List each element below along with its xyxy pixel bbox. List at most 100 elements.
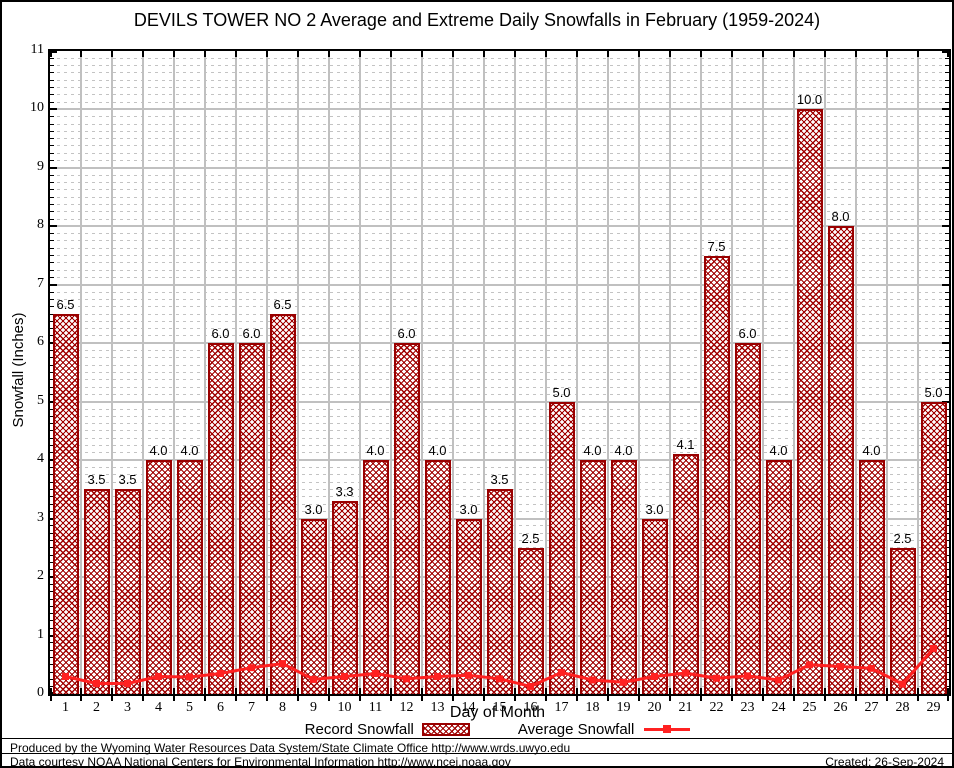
vertical-gridline xyxy=(545,51,547,694)
bar-value-label: 6.0 xyxy=(738,326,757,342)
y-tick xyxy=(50,174,54,176)
x-tick-label: 20 xyxy=(647,700,662,715)
x-tick xyxy=(235,696,237,701)
y-tick xyxy=(50,72,54,74)
y-tick xyxy=(50,474,54,476)
y-tick xyxy=(945,591,949,593)
x-tick-label: 8 xyxy=(279,700,286,715)
minor-gridline xyxy=(50,247,949,249)
x-tick xyxy=(793,51,795,57)
y-tick xyxy=(945,247,949,249)
y-axis-label: Snowfall (Inches) xyxy=(10,312,27,428)
minor-gridline xyxy=(50,196,949,198)
y-tick xyxy=(50,408,54,410)
y-tick xyxy=(945,72,949,74)
y-tick xyxy=(50,620,54,622)
vertical-gridline xyxy=(669,51,671,694)
y-tick-label: 10 xyxy=(30,100,44,116)
record-bar-day-12 xyxy=(393,343,420,694)
vertical-gridline xyxy=(483,51,485,694)
x-tick xyxy=(855,51,857,57)
x-tick-label: 15 xyxy=(492,700,507,715)
bar-value-label: 2.5 xyxy=(893,530,912,546)
footer-divider-bottom xyxy=(2,753,952,754)
y-tick xyxy=(945,218,949,220)
average-snowfall-marker-icon xyxy=(663,725,672,733)
vertical-gridline xyxy=(204,51,206,694)
record-bar-day-24 xyxy=(765,460,792,694)
average-snowfall-line-icon xyxy=(644,725,691,733)
x-tick xyxy=(142,696,144,701)
y-tick xyxy=(945,87,949,89)
bar-value-label: 5.0 xyxy=(552,384,571,400)
minor-gridline xyxy=(50,488,949,490)
record-snowfall-swatch-icon xyxy=(421,722,470,736)
x-tick xyxy=(793,696,795,701)
y-tick xyxy=(945,57,949,59)
minor-gridline xyxy=(50,211,949,213)
y-tick xyxy=(50,116,54,118)
bar-value-label: 3.5 xyxy=(490,472,509,488)
y-tick xyxy=(50,269,54,271)
vertical-gridline xyxy=(80,51,82,694)
x-tick xyxy=(173,696,175,701)
major-gridline xyxy=(50,225,949,228)
y-tick xyxy=(945,306,949,308)
minor-gridline xyxy=(50,474,949,476)
x-tick xyxy=(204,696,206,701)
bar-value-label: 4.0 xyxy=(614,443,633,459)
y-tick xyxy=(50,540,54,542)
record-bar-day-28 xyxy=(889,547,916,694)
record-bar-day-15 xyxy=(486,489,513,694)
bar-value-label: 7.5 xyxy=(707,238,726,254)
x-tick xyxy=(917,688,919,694)
y-tick xyxy=(50,298,54,300)
minor-gridline xyxy=(50,437,949,439)
footer-data-courtesy: Data courtesy NOAA National Centers for … xyxy=(10,755,511,768)
y-tick xyxy=(945,130,949,132)
y-tick xyxy=(50,160,54,162)
minor-gridline xyxy=(50,255,949,257)
bar-value-label: 3.0 xyxy=(304,501,323,517)
x-tick xyxy=(607,696,609,701)
x-tick-label: 4 xyxy=(155,700,162,715)
y-tick xyxy=(945,203,949,205)
x-tick xyxy=(545,51,547,57)
x-tick xyxy=(669,696,671,701)
minor-gridline xyxy=(50,423,949,425)
x-tick xyxy=(824,51,826,57)
x-tick xyxy=(452,688,454,694)
x-tick xyxy=(235,688,237,694)
x-tick xyxy=(359,51,361,57)
x-tick xyxy=(824,696,826,701)
footer-produced-by: Produced by the Wyoming Water Resources … xyxy=(10,741,571,755)
y-tick xyxy=(50,364,54,366)
y-tick xyxy=(945,123,949,125)
y-tick xyxy=(945,605,949,607)
minor-gridline xyxy=(50,269,949,271)
minor-gridline xyxy=(50,182,949,184)
record-bar-day-29 xyxy=(920,401,947,694)
y-tick xyxy=(945,101,949,103)
x-tick xyxy=(947,696,949,701)
x-tick xyxy=(50,51,52,57)
y-tick xyxy=(945,79,949,81)
y-tick xyxy=(945,445,949,447)
minor-gridline xyxy=(50,145,949,147)
y-tick xyxy=(945,481,949,483)
x-tick xyxy=(483,688,485,694)
x-tick xyxy=(638,51,640,57)
y-tick xyxy=(50,335,54,337)
bar-value-label: 4.0 xyxy=(428,443,447,459)
vertical-gridline xyxy=(793,51,795,694)
y-tick xyxy=(945,240,949,242)
x-tick-label: 17 xyxy=(554,700,569,715)
x-tick-label: 26 xyxy=(833,700,848,715)
x-tick xyxy=(390,51,392,57)
vertical-gridline xyxy=(235,51,237,694)
y-tick xyxy=(50,613,54,615)
vertical-gridline xyxy=(762,51,764,694)
x-axis-label: Day of Month xyxy=(449,704,546,721)
minor-gridline xyxy=(50,430,949,432)
